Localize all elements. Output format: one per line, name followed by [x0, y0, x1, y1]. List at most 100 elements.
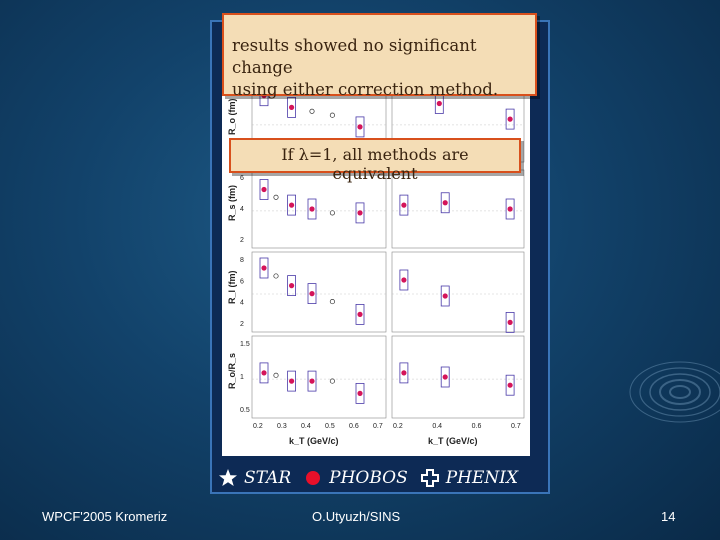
data-point-23 — [401, 370, 407, 376]
legend-label-phenix: PHENIX — [445, 468, 519, 488]
open-marker-1 — [329, 112, 335, 118]
data-point-24 — [442, 374, 448, 380]
data-point-17 — [442, 293, 448, 299]
xtick-col1-1: 0.4 — [432, 423, 442, 430]
error-box-11 — [505, 198, 515, 220]
data-point-4 — [507, 116, 513, 122]
xlabel-col0: k_T (GeV/c) — [289, 436, 339, 446]
error-box-21 — [307, 370, 317, 392]
panel-ylabel-ro: R_o (fm) — [227, 99, 237, 136]
xlabel-col1: k_T (GeV/c) — [428, 436, 478, 446]
panel-ytick-rl-0: 8 — [240, 257, 244, 264]
water-ripple-decoration — [629, 361, 720, 423]
legend-label-star: STAR — [244, 468, 292, 488]
open-marker-7 — [273, 372, 279, 378]
data-point-11 — [507, 206, 513, 212]
data-point-2 — [357, 124, 363, 130]
callout-equivalence: If λ=1, all methods are equivalent — [229, 138, 521, 183]
data-point-20 — [289, 378, 295, 384]
error-box-17 — [440, 285, 450, 307]
error-box-22 — [355, 382, 365, 404]
error-box-10 — [440, 192, 450, 214]
error-box-16 — [399, 269, 409, 291]
data-point-25 — [507, 382, 513, 388]
panel-ytick-ratio-2: 0.5 — [240, 407, 250, 414]
data-point-13 — [289, 283, 295, 289]
data-point-8 — [357, 210, 363, 216]
panel-ytick-rl-2: 4 — [240, 300, 244, 307]
xtick-col1-3: 0.7 — [511, 423, 521, 430]
footer-author: O.Utyuzh/SINS — [312, 509, 401, 524]
circle-icon — [306, 471, 321, 485]
error-box-15 — [355, 303, 365, 325]
panel-ytick-rl-3: 2 — [240, 321, 244, 328]
open-marker-2 — [329, 210, 335, 216]
panel-ylabel-rs: R_s (fm) — [227, 185, 237, 221]
error-box-4 — [505, 108, 515, 130]
data-point-12 — [261, 265, 267, 271]
star-icon — [219, 469, 237, 486]
legend-label-phobos: PHOBOS — [329, 468, 408, 488]
open-marker-4 — [329, 378, 335, 384]
legend: STAR PHOBOS PHENIX — [218, 462, 538, 494]
panel-ytick-rl-1: 6 — [240, 278, 244, 285]
callout-results-line1: results showed no significant change — [232, 36, 477, 77]
panel-ytick-ratio-1: 1 — [240, 374, 244, 381]
xtick-col0-1: 0.3 — [277, 423, 287, 430]
data-point-5 — [261, 186, 267, 193]
xtick-col1-0: 0.2 — [393, 423, 403, 430]
data-point-7 — [309, 206, 315, 212]
error-box-9 — [399, 194, 409, 216]
error-box-2 — [355, 116, 365, 138]
panel-ytick-rs-0: 6 — [240, 175, 244, 182]
error-box-12 — [259, 257, 269, 279]
footer-conference: WPCF'2005 Kromeriz — [42, 509, 168, 524]
error-box-14 — [307, 283, 317, 305]
open-marker-3 — [329, 299, 335, 305]
callout-results-line2: using either correction method. — [232, 80, 499, 99]
data-point-9 — [401, 202, 407, 208]
data-point-3 — [436, 100, 442, 107]
data-point-22 — [357, 390, 363, 396]
data-point-10 — [442, 200, 448, 206]
open-marker-6 — [273, 273, 279, 279]
panel-frame — [391, 251, 525, 333]
data-point-16 — [401, 277, 407, 283]
panel-ylabel-rl: R_l (fm) — [227, 270, 237, 304]
xtick-col0-4: 0.6 — [349, 423, 359, 430]
cross-icon — [420, 469, 439, 487]
panel-frame — [251, 335, 387, 419]
error-box-25 — [505, 374, 515, 396]
panel-ylabel-ratio: R_o/R_s — [227, 353, 237, 389]
data-point-6 — [289, 202, 295, 208]
error-box-19 — [259, 362, 269, 384]
error-box-5 — [259, 179, 269, 200]
xtick-col1-2: 0.6 — [472, 423, 482, 430]
data-point-21 — [309, 378, 315, 384]
error-box-23 — [399, 362, 409, 384]
open-marker-5 — [273, 194, 279, 200]
panel-ytick-ratio-0: 1.5 — [240, 341, 250, 348]
error-box-13 — [287, 275, 296, 297]
error-box-18 — [505, 311, 515, 333]
panel-ytick-rs-1: 4 — [240, 206, 244, 213]
panel-frame — [251, 251, 387, 333]
panel-frame — [391, 335, 525, 419]
xtick-col0-0: 0.2 — [253, 423, 263, 430]
error-box-6 — [287, 194, 296, 216]
error-box-7 — [307, 198, 317, 220]
data-point-19 — [261, 370, 267, 376]
xtick-col0-5: 0.7 — [373, 423, 383, 430]
data-point-1 — [289, 104, 295, 110]
error-box-1 — [287, 96, 296, 118]
open-marker-0 — [309, 108, 315, 114]
panel-ytick-rs-2: 2 — [240, 237, 244, 244]
data-point-14 — [309, 291, 315, 297]
data-point-15 — [357, 311, 363, 317]
error-box-8 — [355, 202, 365, 224]
error-box-20 — [287, 370, 296, 392]
error-box-24 — [440, 366, 450, 388]
callout-results: results showed no significant change usi… — [222, 13, 537, 99]
